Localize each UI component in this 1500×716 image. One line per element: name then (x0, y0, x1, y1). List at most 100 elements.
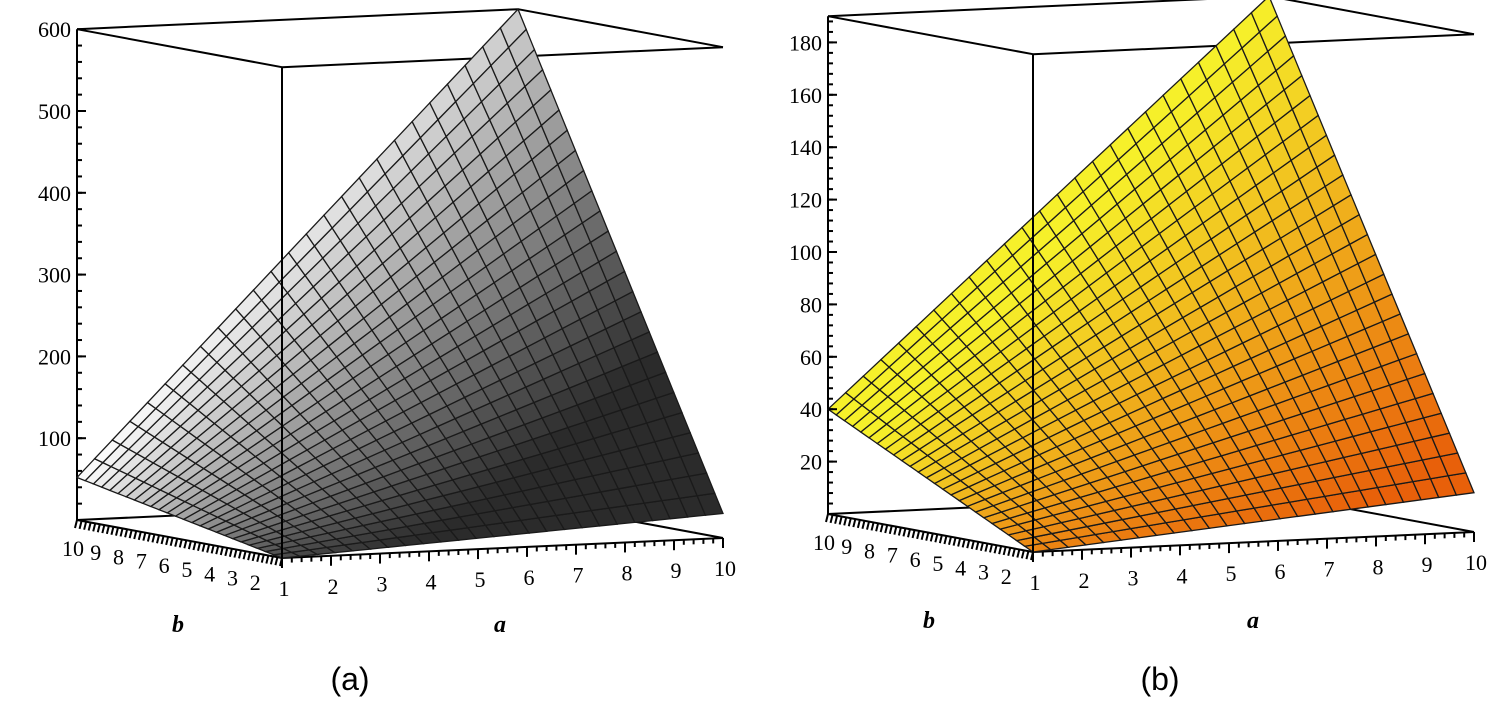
z-tick-label: 140 (789, 135, 822, 160)
panel-caption: (a) (330, 661, 369, 697)
b-minor-tick (92, 523, 97, 532)
b-minor-tick (911, 529, 916, 539)
b-minor-tick (829, 514, 834, 524)
b-minor-tick (897, 527, 902, 536)
b-minor-tick (834, 515, 839, 524)
z-tick-label: 80 (800, 292, 822, 317)
b-minor-tick (233, 549, 238, 558)
b-tick-label: 2 (1001, 564, 1012, 589)
b-minor-tick (105, 525, 110, 535)
a-tick-label: 7 (573, 563, 584, 588)
b-minor-tick (961, 539, 966, 548)
a-tick-label: 4 (426, 569, 437, 594)
a-tick-label: 6 (1275, 559, 1286, 584)
b-minor-tick (902, 528, 907, 537)
b-minor-tick (975, 541, 980, 551)
b-minor-tick (215, 545, 220, 555)
b-minor-tick (1030, 551, 1034, 561)
b-minor-tick (861, 520, 866, 529)
b-minor-tick (993, 545, 998, 554)
b-minor-tick (1011, 548, 1016, 557)
b-minor-tick (925, 532, 930, 541)
b-minor-tick (929, 533, 934, 542)
b-minor-tick (957, 538, 962, 547)
b-minor-tick (870, 522, 875, 531)
b-minor-tick (165, 536, 170, 546)
b-minor-tick (984, 543, 989, 552)
b-minor-tick (948, 536, 952, 546)
b-tick-label: 4 (955, 555, 966, 580)
b-minor-tick (269, 556, 274, 565)
surface-mesh (75, 8, 724, 559)
b-minor-tick (256, 553, 261, 563)
b-minor-tick (87, 522, 92, 531)
b-axis: 10 9 8 7 6 5 4 3 2 b (813, 513, 1034, 634)
b-minor-tick (979, 542, 984, 551)
a-tick-label: 7 (1324, 557, 1335, 582)
b-minor-tick (124, 529, 129, 538)
a-tick-label: 9 (671, 558, 682, 583)
a-tick-label: 3 (377, 572, 388, 597)
b-minor-tick (119, 528, 124, 537)
b-tick-label: 8 (113, 544, 124, 569)
b-minor-tick (1002, 546, 1007, 556)
a-tick-label: 2 (1079, 568, 1090, 593)
panel-caption: (b) (1140, 661, 1179, 697)
z-axis: 100 200 300 400 500 600 (38, 17, 86, 505)
b-minor-tick (1025, 550, 1030, 560)
a-tick-label: 1 (279, 576, 290, 601)
z-axis: 20 40 60 80 100 120 140 160 180 (789, 20, 837, 505)
b-minor-tick (96, 523, 101, 533)
b-axis: 10 9 8 7 6 5 4 3 2 b (62, 519, 283, 638)
b-minor-tick (875, 523, 880, 532)
a-axis: 1 2 3 4 5 6 7 8 9 10 a (1030, 532, 1487, 634)
b-minor-tick (265, 555, 270, 564)
b-minor-tick (178, 539, 183, 548)
b-tick-label: 10 (62, 536, 84, 561)
b-minor-tick (989, 544, 993, 553)
b-minor-tick (1016, 549, 1021, 558)
b-minor-tick (187, 540, 192, 550)
b-minor-tick (219, 546, 224, 556)
b-minor-tick (843, 517, 848, 526)
b-minor-tick (893, 526, 898, 535)
b-tick-label: 6 (910, 547, 921, 572)
z-tick-label: 120 (789, 188, 822, 213)
b-minor-tick (825, 513, 829, 523)
b-minor-tick (247, 551, 252, 561)
b-minor-tick (916, 530, 921, 540)
b-minor-tick (238, 550, 242, 559)
z-tick-label: 20 (800, 450, 822, 475)
b-minor-tick (101, 524, 106, 534)
b-minor-tick (279, 557, 283, 567)
b-minor-tick (884, 524, 889, 534)
surface-cell (1250, 0, 1278, 34)
z-tick-label: 200 (38, 344, 71, 369)
a-tick-label: 6 (524, 565, 535, 590)
b-tick-label: 3 (227, 566, 238, 591)
b-tick-label: 5 (932, 551, 943, 576)
b-minor-tick (242, 551, 247, 560)
z-tick-label: 40 (800, 397, 822, 422)
z-tick-label: 160 (789, 83, 822, 108)
b-minor-tick (74, 519, 78, 529)
b-minor-tick (938, 534, 943, 544)
a-tick-label: 9 (1422, 552, 1433, 577)
b-tick-label: 4 (204, 561, 215, 586)
b-minor-tick (260, 554, 265, 563)
b-minor-tick (151, 534, 156, 543)
b-tick-label: 2 (250, 570, 261, 595)
b-minor-tick (847, 517, 852, 527)
b-axis-label: b (923, 608, 935, 634)
b-tick-label: 6 (159, 553, 170, 578)
b-tick-label: 3 (978, 560, 989, 585)
b-minor-tick (206, 544, 211, 553)
b-minor-tick (920, 531, 925, 540)
b-minor-tick (197, 542, 201, 552)
b-minor-tick (274, 556, 279, 566)
a-tick-label: 2 (328, 574, 339, 599)
b-minor-tick (115, 527, 119, 536)
